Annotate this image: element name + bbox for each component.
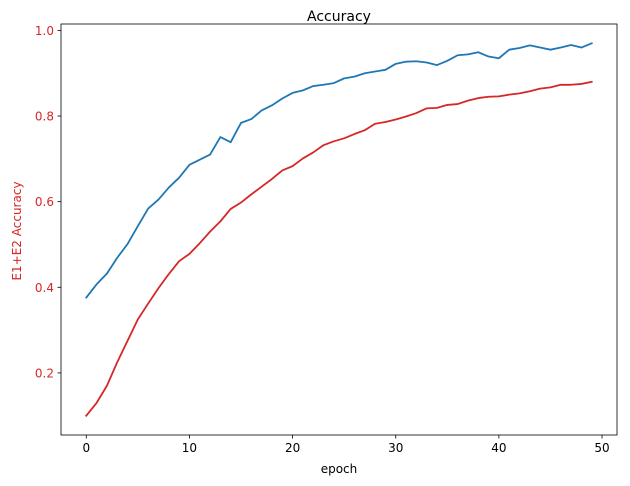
series-line-2 [85,42,593,299]
x-axis-ticks: 0 10 20 30 40 50 [82,435,610,455]
x-axis-title: epoch [321,462,358,476]
y-axis-title: E1+E2 Accuracy [10,181,24,280]
y-tick-label: 0.4 [35,281,54,295]
x-tick-label: 50 [594,441,609,455]
y-tick-label: 0.6 [35,195,54,209]
plot-frame [60,23,618,436]
x-tick-label: 0 [82,441,90,455]
y-tick-label: 1.0 [35,24,54,38]
series-layer [85,42,593,417]
y-tick-label: 0.2 [35,366,54,380]
plot-area [61,24,617,435]
x-tick-label: 40 [491,441,506,455]
x-tick-label: 30 [388,441,403,455]
chart-title: Accuracy [307,9,371,25]
series-line-1 [85,80,593,417]
x-tick-label: 20 [285,441,300,455]
x-tick-label: 10 [182,441,197,455]
y-tick-label: 0.8 [35,110,54,124]
y-axis-ticks: 0.2 0.4 0.6 0.8 1.0 [35,24,61,380]
